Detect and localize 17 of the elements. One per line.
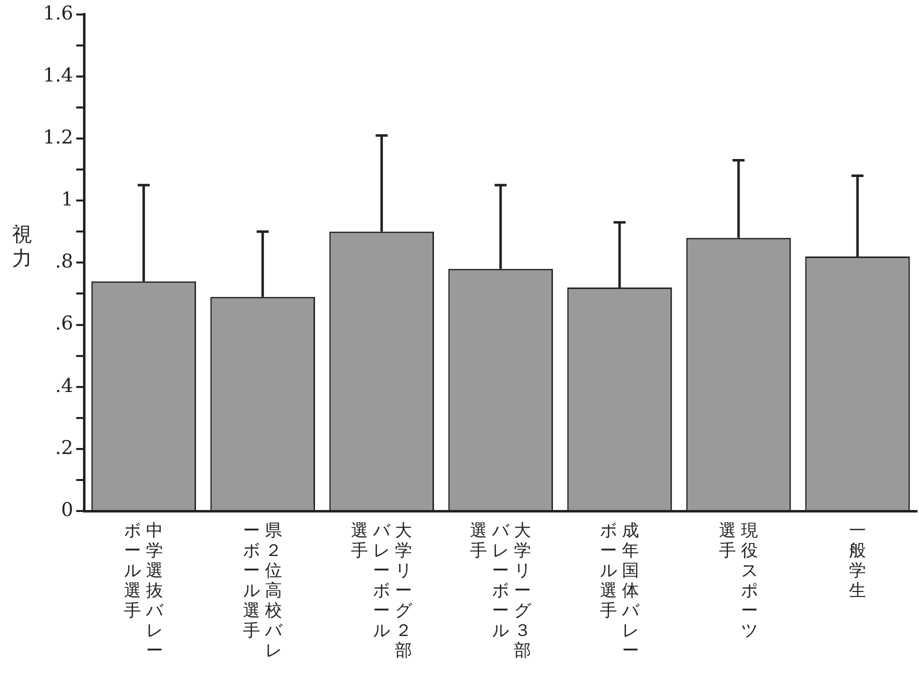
- y-tick-label: .6: [55, 312, 74, 335]
- y-tick-label: 1.4: [43, 64, 74, 86]
- x-tick-label: 一般学生: [848, 521, 866, 603]
- category-label: 県２位高校バレーボール選手: [243, 521, 282, 661]
- category-label: 大学リーグ３部バレーボール選手: [470, 521, 532, 661]
- category-label: 現役スポーツ選手: [719, 521, 758, 641]
- y-tick-label: 1: [61, 188, 74, 211]
- category-label: 大学リーグ２部バレーボール選手: [351, 521, 412, 661]
- y-tick-label: 1.2: [43, 126, 74, 148]
- category-label: 中学選抜バレーボール選手: [124, 521, 164, 661]
- y-tick-label: .4: [55, 374, 74, 397]
- y-tick-label: 1.6: [43, 2, 74, 24]
- y-axis-title: 視力: [12, 222, 33, 270]
- category-label: 成年国体バレーボール選手: [600, 521, 640, 661]
- y-tick-label: .8: [55, 250, 74, 273]
- y-tick-label: 0: [61, 498, 74, 521]
- y-tick-label: .2: [55, 436, 74, 459]
